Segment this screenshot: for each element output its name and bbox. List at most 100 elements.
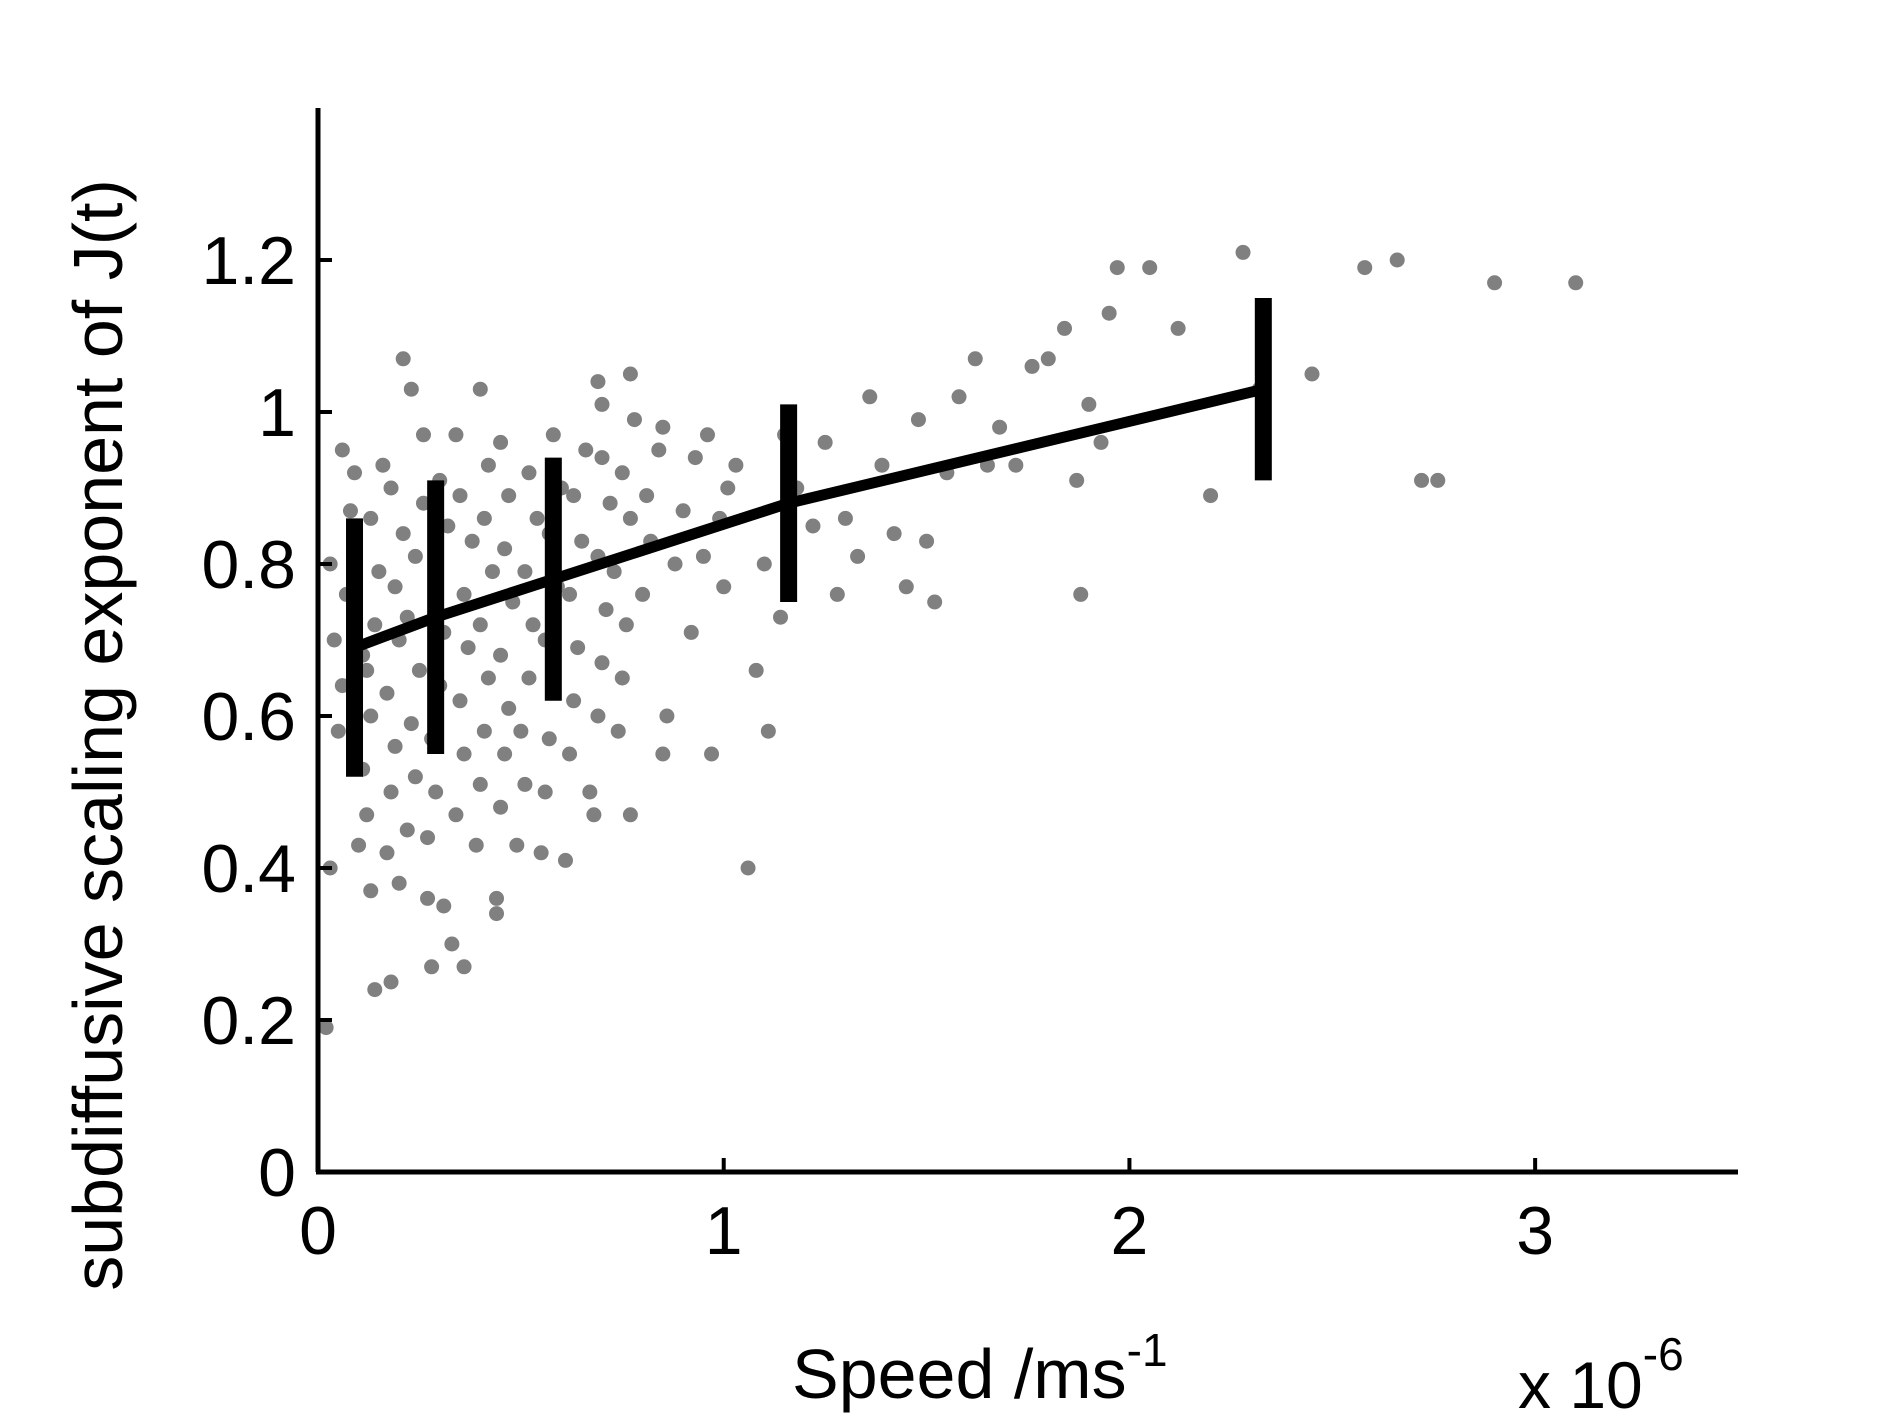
scatter-point [456,746,472,762]
scatter-point [501,700,517,716]
scatter-point [1024,358,1040,374]
scatter-point [399,822,415,838]
scatter-point [862,389,878,405]
scatter-point [448,807,464,823]
scatter-point [1057,320,1073,336]
scatter-point [387,579,403,595]
scatter-point [533,845,549,861]
scatter-point [687,450,703,466]
scatter-point [618,617,634,633]
scatter-point [1073,586,1089,602]
scatter-point [1069,472,1085,488]
scatter-point [829,586,845,602]
scatter-point [1203,488,1219,504]
scatter-point [489,890,505,906]
y-tick-label: 1.2 [201,223,296,299]
scatter-point [1142,260,1158,276]
scatter-point [606,564,622,580]
scatter-point [683,624,699,640]
scatter-point [1487,275,1503,291]
scatter-point [594,655,610,671]
scatter-point [359,807,375,823]
scatter-point [1040,351,1056,367]
scatter-point [424,959,440,975]
scatter-point [699,427,715,443]
y-axis-label: subdiffusive scaling exponent of J(t) [59,179,137,1291]
scatter-point [1081,396,1097,412]
scatter-point [493,647,509,663]
scatter-point [886,526,902,542]
scatter-point [330,723,346,739]
scatter-point [1170,320,1186,336]
x-axis-multiplier: x 10-6 [1518,1328,1684,1419]
scatter-point [460,640,476,656]
x-axis-label-text: Speed /ms [792,1335,1127,1413]
scatter-point [334,442,350,458]
scatter-point [497,746,513,762]
scatter-point [383,784,399,800]
x-axis-multiplier-text: x 10 [1518,1348,1643,1419]
scatter-point [375,457,391,473]
scatter-point [347,465,363,481]
scatter-point [740,860,756,876]
scatter-point [351,837,367,853]
scatter-point [773,609,789,625]
scatter-point [837,510,853,526]
scatter-point [728,457,744,473]
scatter-point [383,974,399,990]
scatter-point [586,807,602,823]
scatter-point [850,548,866,564]
scatter-point [448,427,464,443]
y-tick-label: 0.4 [201,831,296,907]
scatter-point [456,586,472,602]
scatter-point [420,890,436,906]
scatter-point [387,738,403,754]
scatter-point [464,533,480,549]
scatter-point [910,412,926,428]
scatter-point [367,982,383,998]
scatter-point [720,480,736,496]
x-axis-label-superscript: -1 [1127,1324,1168,1376]
scatter-point [582,784,598,800]
scatter-point [1389,252,1405,268]
scatter-point [363,510,379,526]
scatter-point [545,427,561,443]
axes: 0 1 2 3 0 0.2 0.4 0.6 0.8 1 1.2 [201,108,1738,1269]
scatter-point [1101,305,1117,321]
scatter-point [363,883,379,899]
scatter-point [395,526,411,542]
scatter-point [318,1020,334,1036]
scatter-point [371,564,387,580]
scatter-point [659,708,675,724]
scatter-point [874,457,890,473]
scatter-point [951,389,967,405]
scatter-point [598,602,614,618]
y-tick-label: 0 [258,1135,296,1211]
x-axis-multiplier-exponent: -6 [1643,1328,1684,1380]
scatter-point [493,799,509,815]
scatter-point [428,784,444,800]
scatter-point [1357,260,1373,276]
scatter-point [590,708,606,724]
scatter-point [704,746,720,762]
scatter-point [480,457,496,473]
scatter-point [407,769,423,785]
scatter-point [817,434,833,450]
scatter-point [667,556,683,572]
scatter-point [610,723,626,739]
x-tick-label: 2 [1111,1193,1149,1269]
scatter-point [1109,260,1125,276]
scatter-point [602,495,618,511]
scatter-point [342,503,358,519]
scatter-point [403,716,419,732]
scatter-point [379,685,395,701]
scatter-point [513,723,529,739]
scatter-point [472,617,488,633]
scatter-point [509,837,525,853]
scatter-point [614,670,630,686]
scatter-point [456,959,472,975]
scatter-point [472,381,488,397]
scatter-point [407,548,423,564]
scatter-point [805,518,821,534]
